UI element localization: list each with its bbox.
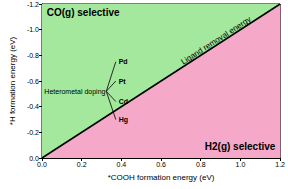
svg-text:0.6: 0.6 — [156, 161, 166, 168]
svg-text:*H formation energy (eV): *H formation energy (eV) — [8, 36, 17, 125]
svg-text:0.0: 0.0 — [29, 154, 39, 162]
svg-text:1.2: 1.2 — [275, 161, 285, 168]
svg-text:0.2: 0.2 — [77, 161, 87, 168]
svg-text:Heterometal doping: Heterometal doping — [44, 88, 105, 96]
svg-text:1.0: 1.0 — [236, 161, 246, 168]
svg-text:Pt: Pt — [119, 78, 127, 85]
svg-text:Ligand removal energy: Ligand removal energy — [179, 15, 252, 67]
svg-text:-1.0: -1.0 — [27, 26, 39, 33]
svg-text:-0.6: -0.6 — [27, 78, 39, 85]
svg-text:0.0: 0.0 — [37, 161, 47, 168]
svg-text:-1.2: -1.2 — [27, 1, 39, 8]
svg-text:Cd: Cd — [119, 98, 128, 105]
svg-text:H2(g) selective: H2(g) selective — [205, 141, 276, 152]
svg-text:0.8: 0.8 — [196, 161, 206, 168]
svg-text:-0.4: -0.4 — [27, 103, 39, 110]
svg-text:CO(g) selective: CO(g) selective — [47, 7, 120, 18]
svg-text:*COOH formation energy (eV): *COOH formation energy (eV) — [108, 173, 215, 182]
svg-text:Pd: Pd — [119, 58, 128, 65]
svg-text:0.4: 0.4 — [116, 161, 126, 168]
svg-text:-0.2: -0.2 — [27, 129, 39, 136]
svg-text:-0.8: -0.8 — [27, 52, 39, 59]
svg-text:Hg: Hg — [119, 116, 128, 124]
